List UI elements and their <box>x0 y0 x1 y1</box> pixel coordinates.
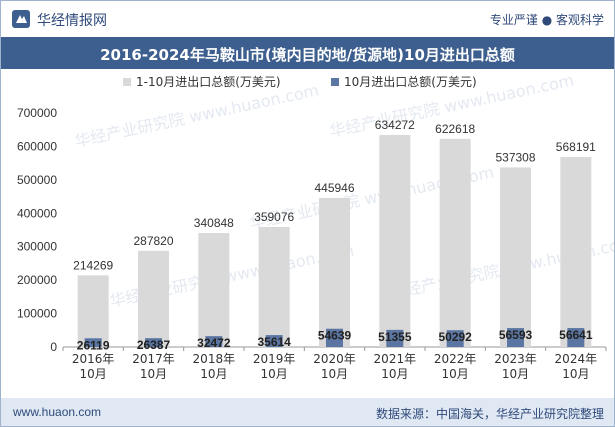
watermark-text: 华经产业研究院 www.huaon.com <box>73 81 321 151</box>
footer-bar: www.huaon.com 数据来源：中国海关，华经产业研究院整理 <box>1 398 614 426</box>
x-tick-label: 2018年 <box>193 352 236 366</box>
y-tick-label: 600000 <box>17 139 57 153</box>
bar-series1 <box>258 226 290 347</box>
legend-swatch-2 <box>331 78 339 86</box>
bar-series2 <box>386 329 404 347</box>
data-label-series2: 50292 <box>438 330 472 344</box>
x-tick-label: 2016年 <box>72 352 115 366</box>
x-tick-label: 2023年 <box>494 352 537 366</box>
data-label-series2: 35614 <box>257 335 291 349</box>
site-url[interactable]: www.huaon.com <box>13 405 102 419</box>
x-tick-label: 10月 <box>261 367 288 381</box>
huajing-logo-icon <box>12 10 30 28</box>
tagline: 专业严谨 ● 客观科学 <box>489 13 604 27</box>
x-tick-label: 10月 <box>502 367 529 381</box>
x-tick-label: 2020年 <box>313 352 356 366</box>
bar-series2 <box>507 328 524 347</box>
data-label-series2: 51355 <box>378 330 412 344</box>
x-tick-label: 10月 <box>321 367 348 381</box>
data-label-series2: 56641 <box>559 328 593 342</box>
x-tick-label: 2019年 <box>253 352 296 366</box>
data-label-series1: 287820 <box>133 234 173 248</box>
bar-series2 <box>446 330 464 347</box>
data-label-series2: 26387 <box>137 338 171 352</box>
x-tick-label: 2017年 <box>132 352 175 366</box>
data-label-series2: 54639 <box>318 329 352 343</box>
top-bar: 华经情报网 专业严谨 ● 客观科学 <box>1 1 614 37</box>
x-tick-label: 10月 <box>442 367 469 381</box>
y-tick-label: 300000 <box>17 240 57 254</box>
data-label-series1: 634272 <box>375 118 415 132</box>
legend-label-2: 10月进出口总额(万美元) <box>344 75 477 89</box>
x-tick-label: 2022年 <box>434 352 477 366</box>
data-label-series1: 214269 <box>73 258 113 272</box>
bar-series2 <box>84 338 102 347</box>
bar-series1 <box>379 134 411 347</box>
x-tick-label: 10月 <box>562 367 589 381</box>
data-label-series1: 359076 <box>254 210 294 224</box>
data-label-series2: 56593 <box>499 328 533 342</box>
legend-label-1: 1-10月进出口总额(万美元) <box>136 75 281 89</box>
bar-series1 <box>439 138 471 347</box>
bar-series2 <box>205 336 223 347</box>
bar-series1 <box>560 157 592 347</box>
x-tick-label: 2021年 <box>374 352 417 366</box>
data-label-series1: 340848 <box>194 216 234 230</box>
y-tick-label: 700000 <box>17 106 57 120</box>
data-source: 数据来源：中国海关，华经产业研究院整理 <box>375 407 604 421</box>
y-tick-label: 100000 <box>17 307 57 321</box>
chart-title: 2016-2024年马鞍山市(境内目的地/货源地)10月进出口总额 <box>100 46 515 64</box>
bar-series1 <box>198 233 230 347</box>
x-tick-label: 10月 <box>140 367 167 381</box>
bar-series2 <box>145 338 162 347</box>
bar-series2 <box>265 335 283 347</box>
y-tick-label: 500000 <box>17 173 57 187</box>
data-label-series1: 537308 <box>495 150 535 164</box>
data-label-series1: 568191 <box>556 140 596 154</box>
x-tick-label: 10月 <box>200 367 227 381</box>
data-label-series1: 445946 <box>314 181 354 195</box>
x-tick-label: 10月 <box>381 367 408 381</box>
y-tick-label: 200000 <box>17 273 57 287</box>
title-bar: 2016-2024年马鞍山市(境内目的地/货源地)10月进出口总额 <box>1 37 614 69</box>
y-tick-label: 0 <box>50 340 57 354</box>
bar-series1 <box>319 197 350 347</box>
data-label-series1: 622618 <box>435 122 475 136</box>
bar-series2 <box>567 328 585 347</box>
y-tick-label: 400000 <box>17 206 57 220</box>
bar-series1 <box>77 275 109 347</box>
bar-chart: 华经产业研究院 www.huaon.com 华经产业研究院 www.huaon.c… <box>17 71 614 381</box>
brand-name: 华经情报网 <box>37 13 107 29</box>
bar-series1 <box>138 250 169 347</box>
x-tick-label: 10月 <box>80 367 107 381</box>
bar-series2 <box>326 328 343 347</box>
bar-series1 <box>500 167 531 347</box>
x-tick-label: 2024年 <box>555 352 598 366</box>
data-label-series2: 26119 <box>77 338 110 352</box>
legend-swatch-1 <box>123 78 131 86</box>
data-label-series2: 32472 <box>197 336 231 350</box>
